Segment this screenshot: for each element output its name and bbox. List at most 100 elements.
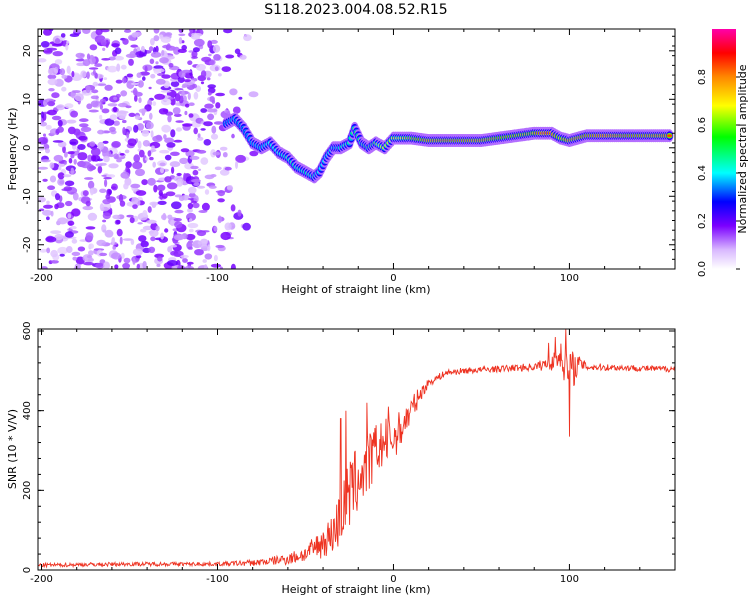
heatmap-noise-cell xyxy=(99,252,108,257)
heatmap-noise-cell xyxy=(122,119,127,124)
heatmap-noise-cell xyxy=(115,93,121,98)
heatmap-noise-cell xyxy=(61,74,68,79)
heatmap-noise-cell xyxy=(57,246,68,255)
heatmap-noise-cell xyxy=(97,129,105,135)
heatmap-noise-cell xyxy=(135,190,147,196)
x-tick-label: -100 xyxy=(206,574,229,585)
heatmap-noise-cell xyxy=(215,92,226,97)
heatmap-noise-cell xyxy=(160,98,172,106)
snr-ticks: -200 -100 0 100 0 200 400 600 xyxy=(22,321,676,585)
heatmap-noise-cell xyxy=(85,200,91,207)
heatmap-noise-cell xyxy=(193,127,198,135)
heatmap-noise-cell xyxy=(180,254,189,259)
heatmap-noise-cell xyxy=(202,259,207,263)
heatmap-noise-cell xyxy=(158,190,163,197)
heatmap-noise-cell xyxy=(206,108,218,113)
heatmap-noise-cell xyxy=(177,264,186,269)
heatmap-noise-cell xyxy=(57,178,65,186)
heatmap-noise-cell xyxy=(87,212,98,221)
heatmap-noise-cell xyxy=(136,263,140,269)
heatmap-marks xyxy=(38,29,674,269)
heatmap-noise-cell xyxy=(118,194,124,203)
heatmap-noise-cell xyxy=(88,109,99,113)
heatmap-noise-cell xyxy=(242,222,251,231)
heatmap-noise-cell xyxy=(195,63,206,71)
heatmap-noise-cell xyxy=(66,119,77,124)
heatmap-noise-cell xyxy=(90,147,101,156)
heatmap-noise-cell xyxy=(176,172,182,177)
heatmap-noise-cell xyxy=(203,139,212,146)
heatmap-noise-cell xyxy=(131,82,139,86)
heatmap-noise-cell xyxy=(112,245,116,250)
heatmap-noise-cell xyxy=(111,141,121,148)
heatmap-noise-cell xyxy=(52,51,64,57)
colorbar-tick-label: 0.2 xyxy=(697,213,708,229)
heatmap-noise-cell xyxy=(116,228,123,237)
heatmap-frame xyxy=(37,28,676,270)
heatmap-noise-cell xyxy=(170,81,180,87)
heatmap-noise-cell xyxy=(155,78,166,85)
heatmap-noise-cell xyxy=(150,73,156,79)
heatmap-noise-cell xyxy=(112,106,118,113)
heatmap-noise-cell xyxy=(117,102,128,108)
heatmap-noise-cell xyxy=(100,29,110,33)
heatmap-noise-cell xyxy=(188,218,193,223)
y-tick-label: 200 xyxy=(22,481,33,500)
heatmap-noise-cell xyxy=(173,113,182,118)
heatmap-noise-cell xyxy=(67,151,75,155)
heatmap-noise-cell xyxy=(153,184,158,193)
heatmap-noise-cell xyxy=(102,47,106,51)
heatmap-noise-cell xyxy=(164,176,172,183)
heatmap-noise-cell xyxy=(183,79,191,83)
heatmap-noise-cell xyxy=(191,179,201,183)
heatmap-noise-cell xyxy=(107,103,118,107)
heatmap-noise-cell xyxy=(108,163,119,169)
heatmap-noise-cell xyxy=(51,115,62,121)
heatmap-noise-cell xyxy=(170,244,178,248)
heatmap-noise-cell xyxy=(231,133,235,139)
colorbar-tick-label: 0.4 xyxy=(697,165,708,181)
heatmap-noise-cell xyxy=(90,100,99,108)
heatmap-noise-cell xyxy=(71,70,75,78)
heatmap-noise-cell xyxy=(235,154,247,163)
heatmap-noise-cell xyxy=(65,43,69,51)
heatmap-noise-cell xyxy=(212,151,221,156)
heatmap-noise-cell xyxy=(159,162,166,167)
heatmap-noise-cell xyxy=(137,80,144,88)
heatmap-noise-cell xyxy=(82,190,89,197)
heatmap-noise-cell xyxy=(135,168,145,177)
heatmap-noise-cell xyxy=(163,134,167,140)
heatmap-noise-cell xyxy=(68,157,73,164)
heatmap-noise-cell xyxy=(66,40,70,44)
heatmap-noise-cell xyxy=(129,217,135,224)
heatmap-noise-cell xyxy=(102,219,107,223)
heatmap-noise-cell xyxy=(71,238,78,244)
heatmap-noise-cell xyxy=(152,101,157,106)
heatmap-noise-cell xyxy=(102,199,111,205)
heatmap-noise-cell xyxy=(104,118,115,126)
heatmap-noise-cell xyxy=(177,48,187,54)
heatmap-noise-cell xyxy=(80,126,92,133)
heatmap-noise-cell xyxy=(174,221,183,229)
heatmap-noise-cell xyxy=(191,50,198,58)
heatmap-noise-cell xyxy=(120,90,128,97)
heatmap-noise-cell xyxy=(78,135,88,141)
heatmap-noise-cell xyxy=(57,217,68,225)
heatmap-noise-cell xyxy=(45,148,50,154)
heatmap-noise-cell xyxy=(188,102,195,106)
heatmap-noise-cell xyxy=(145,157,149,161)
heatmap-noise-cell xyxy=(95,262,105,269)
heatmap-noise-cell xyxy=(85,85,91,94)
heatmap-noise-cell xyxy=(104,84,113,91)
heatmap-noise-cell xyxy=(226,186,234,191)
heatmap-noise-cell xyxy=(102,150,112,158)
heatmap-noise-cell xyxy=(113,153,119,160)
heatmap-noise-cell xyxy=(207,40,213,49)
heatmap-noise-cell xyxy=(187,60,193,65)
heatmap-noise-cell xyxy=(141,179,148,186)
heatmap-noise-cell xyxy=(150,236,156,242)
x-tick-label: 0 xyxy=(390,273,396,284)
heatmap-noise-cell xyxy=(153,35,160,42)
heatmap-noise-cell xyxy=(47,67,59,76)
heatmap-noise-cell xyxy=(178,33,186,37)
